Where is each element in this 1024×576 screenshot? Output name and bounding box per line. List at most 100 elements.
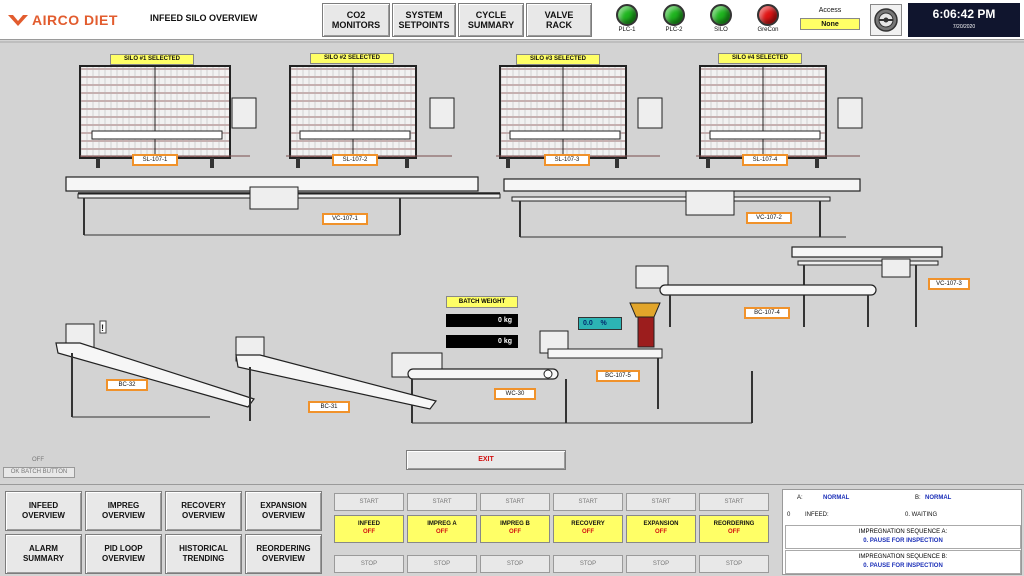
line-b-label: B: bbox=[915, 495, 921, 501]
stage-state: OFF bbox=[363, 529, 375, 535]
vc-107-1-tag[interactable]: VC-107-1 bbox=[322, 213, 368, 225]
silo-1-selected-badge: SILO #1 SELECTED bbox=[110, 54, 194, 65]
line-a-status: NORMAL bbox=[823, 495, 850, 501]
nav-label: HISTORICAL TRENDING bbox=[179, 544, 228, 563]
sl-107-1-tag[interactable]: SL-107-1 bbox=[132, 154, 178, 166]
bc-107-4[interactable] bbox=[635, 265, 877, 327]
bc-107-5[interactable] bbox=[539, 330, 663, 409]
impreg-b-stop-button[interactable]: STOP bbox=[480, 555, 550, 573]
button-label: SYSTEM SETPOINTS bbox=[398, 10, 450, 30]
bc-31-tag[interactable]: BC-31 bbox=[308, 401, 350, 413]
nav-label: INFEED OVERVIEW bbox=[22, 501, 65, 520]
reordering-status[interactable]: REORDERING OFF bbox=[699, 515, 769, 543]
plc-2-indicator: PLC-2 bbox=[659, 4, 689, 38]
silo-1[interactable] bbox=[79, 65, 257, 168]
nav-expansion-overview[interactable]: EXPANSION OVERVIEW bbox=[245, 491, 322, 531]
bottom-panel: INFEED OVERVIEW IMPREG OVERVIEW RECOVERY… bbox=[0, 484, 1024, 576]
cycle-summary-button[interactable]: CYCLE SUMMARY bbox=[458, 3, 524, 37]
nav-label: EXPANSION OVERVIEW bbox=[260, 501, 307, 520]
bc-107-4-tag[interactable]: BC-107-4 bbox=[744, 307, 790, 319]
grecon-indicator: GreCon bbox=[753, 4, 783, 38]
batch-weight-display: 0 kg bbox=[446, 335, 518, 348]
batch-button-state: OFF bbox=[32, 457, 44, 463]
co2-monitors-button[interactable]: CO2 MONITORS bbox=[322, 3, 390, 37]
silo-3[interactable] bbox=[496, 65, 663, 168]
nav-pid-loop-overview[interactable]: PID LOOP OVERVIEW bbox=[85, 534, 162, 574]
vc-107-1[interactable] bbox=[65, 176, 501, 236]
plc-label: SILO bbox=[714, 27, 728, 33]
line-a-label: A: bbox=[797, 495, 803, 501]
wc-30[interactable] bbox=[391, 352, 753, 424]
button-label: CO2 MONITORS bbox=[331, 10, 381, 30]
nav-label: RECOVERY OVERVIEW bbox=[181, 501, 226, 520]
impreg-b-start-button[interactable]: START bbox=[480, 493, 550, 511]
gear-icon[interactable] bbox=[870, 4, 902, 36]
button-label: CYCLE SUMMARY bbox=[467, 10, 515, 30]
button-label: VALVE RACK bbox=[544, 10, 574, 30]
expansion-stop-button[interactable]: STOP bbox=[626, 555, 696, 573]
impreg-a-start-button[interactable]: START bbox=[407, 493, 477, 511]
logo-text: AIRCO DIET bbox=[32, 12, 118, 28]
nav-historical-trending[interactable]: HISTORICAL TRENDING bbox=[165, 534, 242, 574]
stage-state: OFF bbox=[582, 529, 594, 535]
percent-display: 0.0 % bbox=[578, 317, 622, 330]
bc-107-5-tag[interactable]: BC-107-5 bbox=[596, 370, 640, 382]
seq-b-title: IMPREGNATION SEQUENCE B: bbox=[858, 554, 948, 560]
infeed-step-number: 0 bbox=[787, 512, 791, 518]
batch-weight-display: 0 kg bbox=[446, 314, 518, 327]
ok-batch-button[interactable]: OK BATCH BUTTON bbox=[3, 467, 75, 478]
expansion-start-button[interactable]: START bbox=[626, 493, 696, 511]
stage-name: IMPREG A bbox=[427, 521, 457, 527]
wc-30-tag[interactable]: WC-30 bbox=[494, 388, 536, 400]
access-panel[interactable]: Access None bbox=[796, 3, 864, 37]
recovery-start-button[interactable]: START bbox=[553, 493, 623, 511]
infeed-start-button[interactable]: START bbox=[334, 493, 404, 511]
seq-a-value: 0. PAUSE FOR INSPECTION bbox=[863, 538, 943, 544]
reordering-start-button[interactable]: START bbox=[699, 493, 769, 511]
silo-4[interactable] bbox=[696, 65, 863, 168]
valve-rack-button[interactable]: VALVE RACK bbox=[526, 3, 592, 37]
sl-107-3-tag[interactable]: SL-107-3 bbox=[544, 154, 590, 166]
exit-button[interactable]: EXIT bbox=[406, 450, 566, 470]
nav-reordering-overview[interactable]: REORDERING OVERVIEW bbox=[245, 534, 322, 574]
nav-impreg-overview[interactable]: IMPREG OVERVIEW bbox=[85, 491, 162, 531]
stage-name: IMPREG B bbox=[500, 521, 530, 527]
stage-name: RECOVERY bbox=[571, 521, 605, 527]
plc-label: PLC-2 bbox=[665, 27, 683, 33]
batch-weight-label: BATCH WEIGHT bbox=[446, 296, 518, 308]
reordering-stop-button[interactable]: STOP bbox=[699, 555, 769, 573]
clock-time: 6:06:42 PM bbox=[932, 7, 996, 21]
nav-recovery-overview[interactable]: RECOVERY OVERVIEW bbox=[165, 491, 242, 531]
status-lamp bbox=[663, 4, 685, 26]
vc-107-3[interactable] bbox=[791, 246, 943, 327]
nav-alarm-summary[interactable]: ALARM SUMMARY bbox=[5, 534, 82, 574]
page-title: INFEED SILO OVERVIEW bbox=[150, 13, 258, 23]
system-setpoints-button[interactable]: SYSTEM SETPOINTS bbox=[392, 3, 456, 37]
bc-31[interactable] bbox=[235, 336, 438, 421]
impreg-seq-a-block: IMPREGNATION SEQUENCE A: 0. PAUSE FOR IN… bbox=[785, 525, 1021, 549]
impreg-a-stop-button[interactable]: STOP bbox=[407, 555, 477, 573]
header-bar: AIRCO DIET INFEED SILO OVERVIEW CO2 MONI… bbox=[0, 0, 1024, 40]
sl-107-2-tag[interactable]: SL-107-2 bbox=[332, 154, 378, 166]
nav-infeed-overview[interactable]: INFEED OVERVIEW bbox=[5, 491, 82, 531]
infeed-status[interactable]: INFEED OFF bbox=[334, 515, 404, 543]
vc-107-3-tag[interactable]: VC-107-3 bbox=[928, 278, 970, 290]
infeed-stop-button[interactable]: STOP bbox=[334, 555, 404, 573]
equipment-drawing bbox=[0, 41, 1024, 481]
stage-state: OFF bbox=[655, 529, 667, 535]
logo: AIRCO DIET bbox=[6, 10, 118, 30]
vc-107-2[interactable] bbox=[503, 178, 861, 238]
recovery-stop-button[interactable]: STOP bbox=[553, 555, 623, 573]
impreg-a-status[interactable]: IMPREG A OFF bbox=[407, 515, 477, 543]
sl-107-4-tag[interactable]: SL-107-4 bbox=[742, 154, 788, 166]
recovery-status[interactable]: RECOVERY OFF bbox=[553, 515, 623, 543]
bc-32-tag[interactable]: BC-32 bbox=[106, 379, 148, 391]
silo-2-selected-badge: SILO #2 SELECTED bbox=[310, 53, 394, 64]
impreg-b-status[interactable]: IMPREG B OFF bbox=[480, 515, 550, 543]
access-label: Access bbox=[818, 7, 842, 14]
infeed-step-label: INFEED: bbox=[805, 512, 829, 518]
expansion-status[interactable]: EXPANSION OFF bbox=[626, 515, 696, 543]
vc-107-2-tag[interactable]: VC-107-2 bbox=[746, 212, 792, 224]
warning-marker: ! bbox=[101, 323, 104, 333]
